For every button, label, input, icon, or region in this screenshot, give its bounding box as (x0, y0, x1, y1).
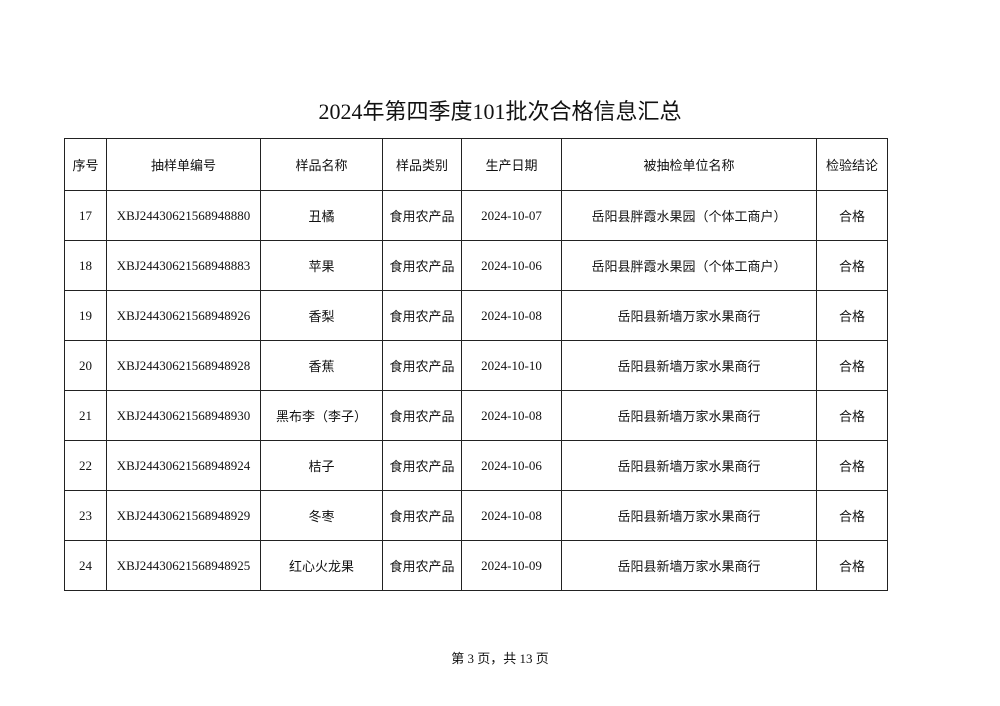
table-cell: 岳阳县新墙万家水果商行 (561, 540, 817, 591)
table-cell: 2024-10-09 (461, 540, 562, 591)
table-cell: 香蕉 (260, 340, 383, 391)
table-row: 18 XBJ24430621568948883 苹果 食用农产品 2024-10-06 岳… (64, 240, 888, 291)
table-cell: XBJ24430621568948880 (106, 190, 261, 241)
table-cell: 岳阳县胖霞水果园（个体工商户） (561, 240, 817, 291)
table-cell: 合格 (816, 340, 888, 391)
table-cell: 24 (64, 540, 107, 591)
page-footer: 第 3 页，共 13 页 (451, 651, 549, 666)
table-row: 21 XBJ24430621568948930 黑布李（李子） 食用农产品 2024-1… (64, 390, 888, 441)
table-cell: 岳阳县胖霞水果园（个体工商户） (561, 190, 817, 241)
table-cell: 17 (64, 190, 107, 241)
results-table: 序号 抽样单编号 样品名称 样品类别 生产日期 被抽检单位名称 检验结论 17 XBJ2443… (64, 138, 888, 591)
column-header: 生产日期 (461, 138, 562, 191)
table-cell: 食用农产品 (382, 540, 462, 591)
table-cell: XBJ24430621568948924 (106, 440, 261, 491)
table-cell: 岳阳县新墙万家水果商行 (561, 390, 817, 441)
table-cell: 岳阳县新墙万家水果商行 (561, 490, 817, 541)
table-cell: XBJ24430621568948925 (106, 540, 261, 591)
table-cell: 合格 (816, 490, 888, 541)
page-title: 2024年第四季度101批次合格信息汇总 (318, 99, 682, 124)
table-cell: 苹果 (260, 240, 383, 291)
table-cell: 19 (64, 290, 107, 341)
table-cell: 食用农产品 (382, 440, 462, 491)
table-cell: 18 (64, 240, 107, 291)
table-cell: 黑布李（李子） (260, 390, 383, 441)
table-cell: 食用农产品 (382, 490, 462, 541)
column-header: 样品类别 (382, 138, 462, 191)
table-cell: 香梨 (260, 290, 383, 341)
table-row: 20 XBJ24430621568948928 香蕉 食用农产品 2024-10-10 岳… (64, 340, 888, 391)
table-cell: 23 (64, 490, 107, 541)
table-row: 17 XBJ24430621568948880 丑橘 食用农产品 2024-10-07 岳… (64, 190, 888, 241)
table-cell: 岳阳县新墙万家水果商行 (561, 440, 817, 491)
table-cell: 食用农产品 (382, 290, 462, 341)
table-cell: 2024-10-06 (461, 240, 562, 291)
table-cell: 21 (64, 390, 107, 441)
column-header: 样品名称 (260, 138, 383, 191)
table-cell: 合格 (816, 540, 888, 591)
table-cell: 合格 (816, 240, 888, 291)
table-cell: 2024-10-08 (461, 390, 562, 441)
table-cell: XBJ24430621568948928 (106, 340, 261, 391)
table-cell: 桔子 (260, 440, 383, 491)
table-cell: 合格 (816, 440, 888, 491)
table-cell: XBJ24430621568948930 (106, 390, 261, 441)
table-cell: 2024-10-08 (461, 290, 562, 341)
column-header: 检验结论 (816, 138, 888, 191)
table-header-row: 序号 抽样单编号 样品名称 样品类别 生产日期 被抽检单位名称 检验结论 (64, 138, 888, 191)
table-cell: 红心火龙果 (260, 540, 383, 591)
table-cell: 食用农产品 (382, 240, 462, 291)
table-cell: 冬枣 (260, 490, 383, 541)
table-cell: 合格 (816, 390, 888, 441)
column-header: 被抽检单位名称 (561, 138, 817, 191)
table-cell: XBJ24430621568948883 (106, 240, 261, 291)
table-row: 24 XBJ24430621568948925 红心火龙果 食用农产品 2024-10-… (64, 540, 888, 591)
column-header: 序号 (64, 138, 107, 191)
table-cell: 22 (64, 440, 107, 491)
table-cell: 2024-10-08 (461, 490, 562, 541)
table-cell: 2024-10-10 (461, 340, 562, 391)
table-row: 19 XBJ24430621568948926 香梨 食用农产品 2024-10-08 岳… (64, 290, 888, 341)
table-cell: 岳阳县新墙万家水果商行 (561, 290, 817, 341)
table-cell: XBJ24430621568948929 (106, 490, 261, 541)
table-cell: 2024-10-07 (461, 190, 562, 241)
table-cell: 合格 (816, 190, 888, 241)
table-cell: 合格 (816, 290, 888, 341)
table-cell: XBJ24430621568948926 (106, 290, 261, 341)
table-cell: 食用农产品 (382, 190, 462, 241)
table-cell: 食用农产品 (382, 390, 462, 441)
column-header: 抽样单编号 (106, 138, 261, 191)
table-cell: 丑橘 (260, 190, 383, 241)
table-cell: 20 (64, 340, 107, 391)
table-cell: 2024-10-06 (461, 440, 562, 491)
table-cell: 食用农产品 (382, 340, 462, 391)
table-row: 22 XBJ24430621568948924 桔子 食用农产品 2024-10-06 岳… (64, 440, 888, 491)
table-cell: 岳阳县新墙万家水果商行 (561, 340, 817, 391)
table-row: 23 XBJ24430621568948929 冬枣 食用农产品 2024-10-08 岳… (64, 490, 888, 541)
